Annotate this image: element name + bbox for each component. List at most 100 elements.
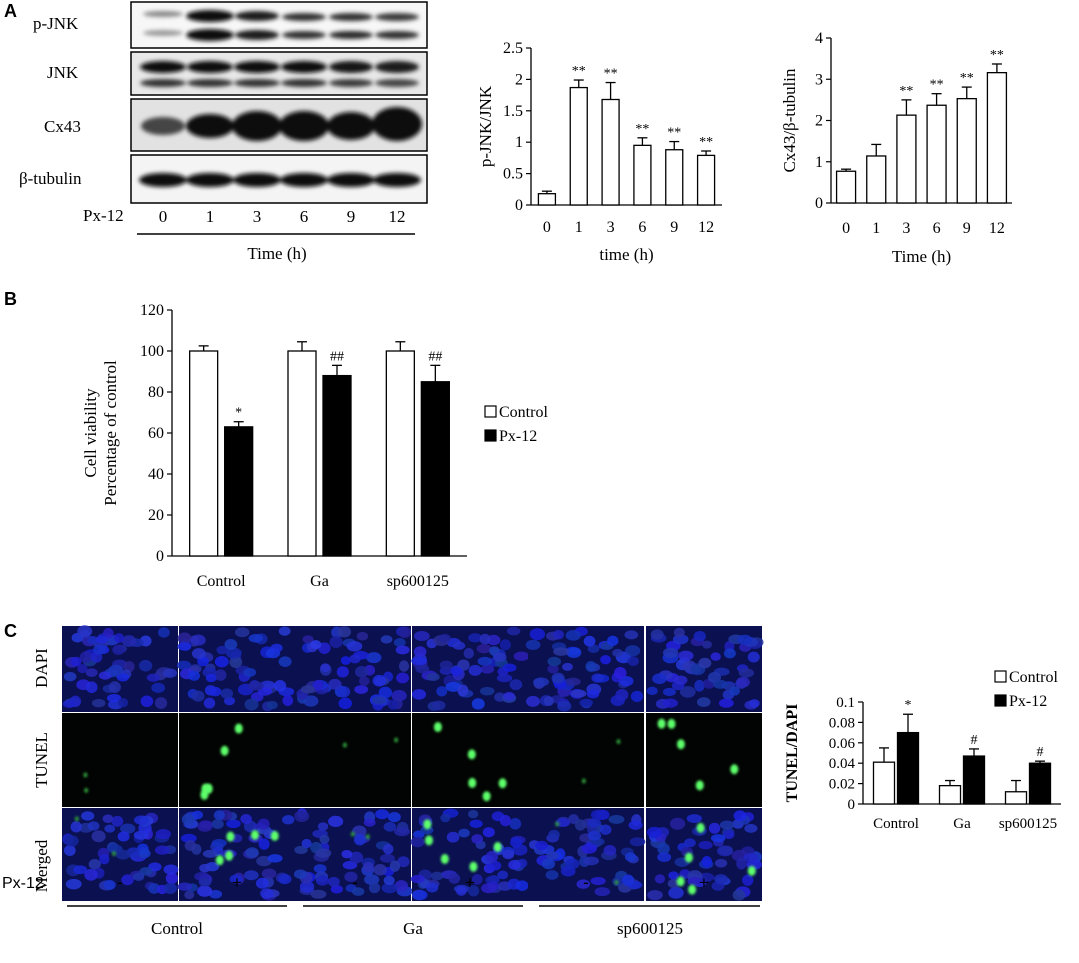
legend-swatch	[484, 405, 497, 418]
nucleus	[485, 850, 499, 863]
nucleus	[394, 880, 409, 892]
nucleus	[302, 635, 314, 644]
nucleus	[476, 643, 492, 654]
nucleus	[425, 882, 439, 893]
nucleus	[533, 677, 550, 687]
micro-group-sp600125: sp600125	[617, 919, 683, 938]
nucleus	[300, 685, 315, 694]
nucleus	[341, 849, 353, 859]
nucleus	[214, 655, 229, 668]
nucleus	[203, 697, 216, 709]
nucleus	[657, 843, 670, 855]
nucleus	[81, 811, 95, 821]
nucleus	[120, 823, 136, 834]
nucleus	[431, 700, 446, 711]
tunel-tile	[62, 713, 178, 807]
nucleus	[646, 686, 658, 696]
nucleus	[353, 833, 366, 846]
nucleus	[354, 685, 369, 694]
nucleus	[448, 873, 461, 884]
legend-swatch	[994, 670, 1007, 683]
x-tick-label: 6	[638, 219, 646, 236]
nucleus	[508, 859, 521, 870]
nucleus	[317, 822, 329, 831]
significance-marker: **	[990, 48, 1004, 63]
x-tick-label: Control	[873, 816, 919, 832]
nucleus	[647, 890, 663, 901]
nucleus	[562, 662, 573, 671]
nucleus	[163, 668, 178, 678]
blot-treatment-label: Px-12	[83, 206, 124, 225]
micro-sign-6: +	[699, 873, 709, 892]
tunel-dot	[424, 835, 433, 846]
bar	[1004, 791, 1028, 805]
nucleus	[338, 697, 353, 710]
y-tick-label: 2	[815, 113, 823, 130]
nucleus	[77, 663, 88, 674]
nucleus	[349, 654, 361, 664]
merged-tile	[646, 808, 762, 901]
dapi-tile	[62, 625, 178, 712]
tunel-dot	[365, 834, 370, 840]
y-tick-label: 0.06	[829, 736, 856, 752]
significance-marker: *	[235, 406, 242, 421]
significance-marker: #	[1037, 745, 1044, 760]
tunel-tile	[646, 713, 762, 807]
nucleus	[736, 676, 750, 688]
chart-tunel-ratio: 0 0.02 0.04 0.06 0.08 0.1 * Control # Ga # sp600125…	[784, 669, 1061, 832]
nucleus	[397, 856, 410, 868]
nucleus	[344, 871, 358, 883]
nucleus	[502, 663, 517, 672]
nucleus	[154, 697, 168, 709]
y-tick-label: 0	[848, 797, 856, 813]
nucleus	[84, 868, 98, 881]
y-axis-title: TUNEL/DAPI	[784, 704, 801, 803]
nucleus	[701, 855, 713, 868]
nucleus	[108, 681, 121, 694]
nucleus	[381, 882, 398, 894]
nucleus	[103, 879, 116, 890]
tunel-dot	[730, 764, 739, 775]
nucleus	[319, 834, 330, 844]
nucleus	[387, 699, 399, 710]
tunel-dot	[220, 745, 229, 756]
significance-marker: **	[899, 84, 913, 99]
nucleus	[328, 815, 344, 828]
nucleus	[351, 887, 365, 896]
merged-tile	[528, 808, 646, 901]
nucleus	[480, 664, 495, 674]
nucleus	[70, 656, 82, 667]
nucleus	[426, 672, 440, 682]
nucleus	[662, 698, 678, 708]
blot-box-jnk	[130, 51, 428, 96]
nucleus	[117, 831, 130, 842]
nucleus	[209, 889, 223, 899]
nucleus	[138, 659, 153, 672]
nucleus	[668, 886, 684, 899]
nucleus	[479, 633, 491, 645]
nucleus	[657, 852, 672, 863]
nucleus	[439, 660, 453, 670]
nucleus	[258, 838, 270, 850]
y-tick-label: 100	[140, 343, 164, 360]
nucleus	[674, 675, 688, 685]
y-axis-title: Cx43/β-tubulin	[780, 68, 799, 173]
tunel-dot	[684, 852, 693, 863]
tile-background	[62, 713, 178, 807]
bar	[872, 761, 896, 805]
nucleus	[708, 822, 721, 834]
y-tick-label: 0.08	[829, 715, 855, 731]
nucleus	[383, 875, 395, 886]
blot-row-label-tubulin: β-tubulin	[19, 169, 82, 188]
nucleus	[420, 825, 434, 835]
bar	[189, 350, 219, 557]
nucleus	[506, 626, 521, 636]
nucleus	[244, 698, 259, 711]
blot-box-pjnk	[130, 1, 428, 49]
nucleus	[458, 828, 470, 838]
tunel-dot	[350, 831, 355, 837]
nucleus	[121, 635, 137, 647]
nucleus	[742, 874, 754, 886]
y-tick-label: 0.1	[836, 695, 855, 711]
